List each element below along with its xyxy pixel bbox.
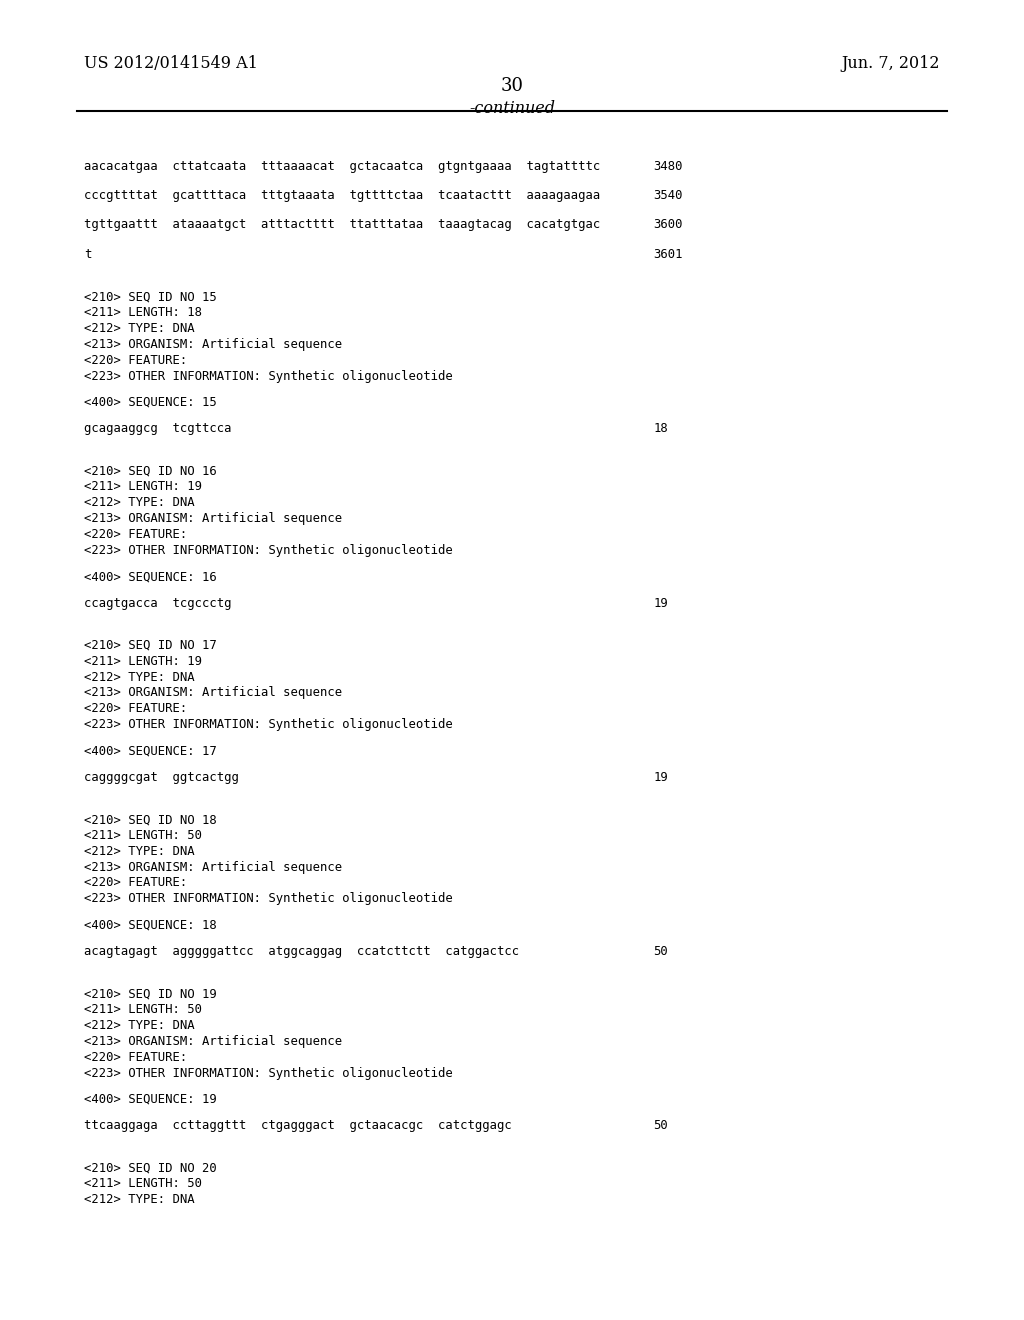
Text: 19: 19 [653, 771, 668, 784]
Text: caggggcgat  ggtcactgg: caggggcgat ggtcactgg [84, 771, 239, 784]
Text: <223> OTHER INFORMATION: Synthetic oligonucleotide: <223> OTHER INFORMATION: Synthetic oligo… [84, 718, 453, 731]
Text: <210> SEQ ID NO 19: <210> SEQ ID NO 19 [84, 987, 217, 1001]
Text: Jun. 7, 2012: Jun. 7, 2012 [842, 55, 940, 73]
Text: aacacatgaa  cttatcaata  tttaaaacat  gctacaatca  gtgntgaaaa  tagtattttc: aacacatgaa cttatcaata tttaaaacat gctacaa… [84, 161, 600, 173]
Text: 50: 50 [653, 1119, 668, 1133]
Text: <223> OTHER INFORMATION: Synthetic oligonucleotide: <223> OTHER INFORMATION: Synthetic oligo… [84, 1067, 453, 1080]
Text: <212> TYPE: DNA: <212> TYPE: DNA [84, 322, 195, 335]
Text: <211> LENGTH: 19: <211> LENGTH: 19 [84, 655, 202, 668]
Text: gcagaaggcg  tcgttcca: gcagaaggcg tcgttcca [84, 422, 231, 436]
Text: <400> SEQUENCE: 18: <400> SEQUENCE: 18 [84, 919, 217, 932]
Text: <210> SEQ ID NO 17: <210> SEQ ID NO 17 [84, 639, 217, 652]
Text: 19: 19 [653, 597, 668, 610]
Text: <220> FEATURE:: <220> FEATURE: [84, 1051, 187, 1064]
Text: <400> SEQUENCE: 19: <400> SEQUENCE: 19 [84, 1093, 217, 1106]
Text: 50: 50 [653, 945, 668, 958]
Text: <213> ORGANISM: Artificial sequence: <213> ORGANISM: Artificial sequence [84, 338, 342, 351]
Text: 3600: 3600 [653, 218, 683, 231]
Text: 30: 30 [501, 77, 523, 95]
Text: <211> LENGTH: 50: <211> LENGTH: 50 [84, 829, 202, 842]
Text: <210> SEQ ID NO 20: <210> SEQ ID NO 20 [84, 1162, 217, 1175]
Text: ccagtgacca  tcgccctg: ccagtgacca tcgccctg [84, 597, 231, 610]
Text: <212> TYPE: DNA: <212> TYPE: DNA [84, 845, 195, 858]
Text: 3601: 3601 [653, 248, 683, 260]
Text: <220> FEATURE:: <220> FEATURE: [84, 702, 187, 715]
Text: <210> SEQ ID NO 16: <210> SEQ ID NO 16 [84, 465, 217, 478]
Text: <211> LENGTH: 50: <211> LENGTH: 50 [84, 1177, 202, 1191]
Text: <211> LENGTH: 19: <211> LENGTH: 19 [84, 480, 202, 494]
Text: <400> SEQUENCE: 16: <400> SEQUENCE: 16 [84, 570, 217, 583]
Text: <220> FEATURE:: <220> FEATURE: [84, 876, 187, 890]
Text: <213> ORGANISM: Artificial sequence: <213> ORGANISM: Artificial sequence [84, 512, 342, 525]
Text: <210> SEQ ID NO 18: <210> SEQ ID NO 18 [84, 813, 217, 826]
Text: 3480: 3480 [653, 161, 683, 173]
Text: <210> SEQ ID NO 15: <210> SEQ ID NO 15 [84, 290, 217, 304]
Text: <220> FEATURE:: <220> FEATURE: [84, 528, 187, 541]
Text: <400> SEQUENCE: 15: <400> SEQUENCE: 15 [84, 396, 217, 409]
Text: <212> TYPE: DNA: <212> TYPE: DNA [84, 1193, 195, 1206]
Text: <213> ORGANISM: Artificial sequence: <213> ORGANISM: Artificial sequence [84, 1035, 342, 1048]
Text: US 2012/0141549 A1: US 2012/0141549 A1 [84, 55, 258, 73]
Text: <220> FEATURE:: <220> FEATURE: [84, 354, 187, 367]
Text: <213> ORGANISM: Artificial sequence: <213> ORGANISM: Artificial sequence [84, 686, 342, 700]
Text: <211> LENGTH: 18: <211> LENGTH: 18 [84, 306, 202, 319]
Text: <213> ORGANISM: Artificial sequence: <213> ORGANISM: Artificial sequence [84, 861, 342, 874]
Text: 18: 18 [653, 422, 668, 436]
Text: acagtagagt  agggggattcc  atggcaggag  ccatcttctt  catggactcc: acagtagagt agggggattcc atggcaggag ccatct… [84, 945, 519, 958]
Text: <211> LENGTH: 50: <211> LENGTH: 50 [84, 1003, 202, 1016]
Text: <212> TYPE: DNA: <212> TYPE: DNA [84, 496, 195, 510]
Text: <223> OTHER INFORMATION: Synthetic oligonucleotide: <223> OTHER INFORMATION: Synthetic oligo… [84, 544, 453, 557]
Text: t: t [84, 248, 91, 260]
Text: <212> TYPE: DNA: <212> TYPE: DNA [84, 1019, 195, 1032]
Text: -continued: -continued [469, 100, 555, 117]
Text: <400> SEQUENCE: 17: <400> SEQUENCE: 17 [84, 744, 217, 758]
Text: tgttgaattt  ataaaatgct  atttactttt  ttatttataa  taaagtacag  cacatgtgac: tgttgaattt ataaaatgct atttactttt ttattta… [84, 218, 600, 231]
Text: cccgttttat  gcattttaca  tttgtaaata  tgttttctaa  tcaatacttt  aaaagaagaa: cccgttttat gcattttaca tttgtaaata tgttttc… [84, 189, 600, 202]
Text: <223> OTHER INFORMATION: Synthetic oligonucleotide: <223> OTHER INFORMATION: Synthetic oligo… [84, 892, 453, 906]
Text: ttcaaggaga  ccttaggttt  ctgagggact  gctaacacgc  catctggagc: ttcaaggaga ccttaggttt ctgagggact gctaaca… [84, 1119, 512, 1133]
Text: 3540: 3540 [653, 189, 683, 202]
Text: <223> OTHER INFORMATION: Synthetic oligonucleotide: <223> OTHER INFORMATION: Synthetic oligo… [84, 370, 453, 383]
Text: <212> TYPE: DNA: <212> TYPE: DNA [84, 671, 195, 684]
